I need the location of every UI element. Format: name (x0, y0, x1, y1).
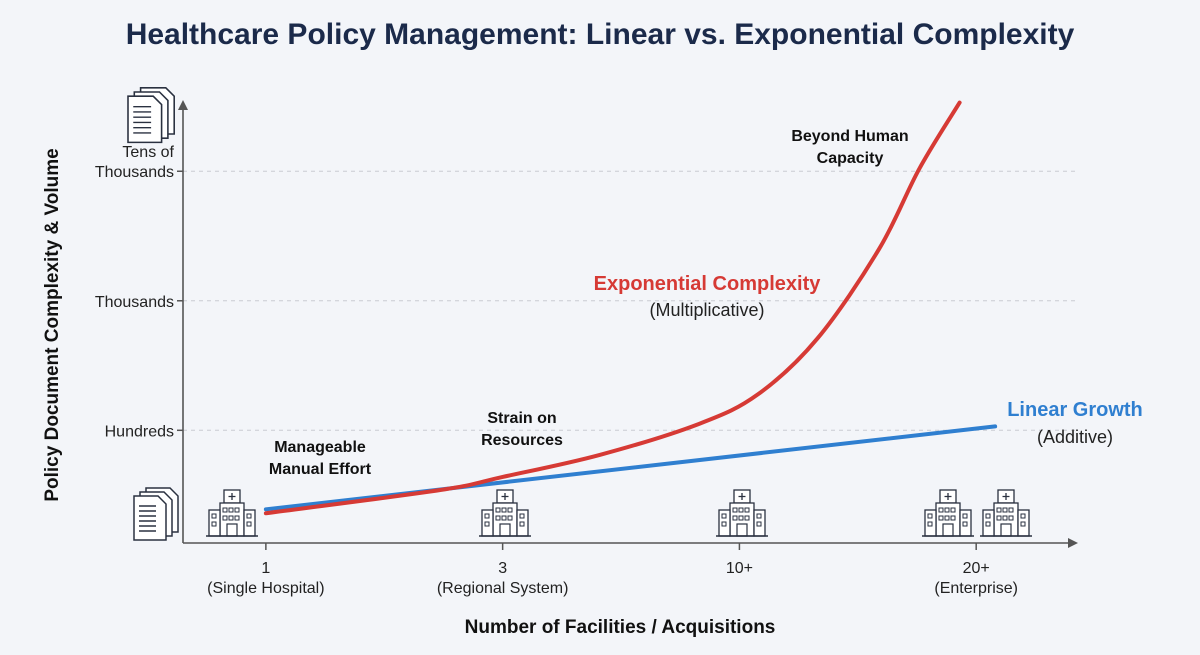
hospital-window (495, 515, 501, 521)
document-sheet (127, 95, 163, 144)
hospital-window (1020, 513, 1026, 519)
annotation-beyond-2: Capacity (817, 150, 884, 167)
hospital-window (927, 521, 933, 527)
document-sheet (133, 495, 167, 541)
linear-growth-line (263, 424, 998, 512)
hospital-cross (228, 493, 236, 500)
hospital-window (744, 515, 750, 521)
x-tick-sublabel: (Regional System) (437, 580, 569, 597)
hospital-window (732, 507, 738, 513)
document-stack-icon (127, 87, 175, 144)
x-tick-sublabel: (Enterprise) (934, 580, 1018, 597)
hospital-window (222, 507, 228, 513)
hospital-window (962, 521, 968, 527)
hospital-icon (716, 489, 768, 537)
annotation-manageable-2: Manual Effort (269, 461, 372, 478)
x-tick-label: 3 (498, 560, 507, 577)
hospital-window (950, 515, 956, 521)
hospital-window (996, 515, 1002, 521)
x-tick-label: 10+ (726, 560, 753, 577)
document-stack-icon (133, 487, 179, 541)
hospital-window (495, 507, 501, 513)
hospital-cross (1002, 493, 1010, 500)
x-tick-sublabel: (Single Hospital) (207, 580, 324, 597)
hospital-window (744, 507, 750, 513)
hospital-window (228, 507, 234, 513)
hospital-window (996, 507, 1002, 513)
hospital-window (732, 515, 738, 521)
annotation-strain-2: Resources (481, 432, 563, 449)
hospital-cross (738, 493, 746, 500)
series-label-linear: Linear Growth (1007, 399, 1143, 421)
hospital-window (211, 513, 217, 519)
hospital-window (938, 507, 944, 513)
hospital-window (756, 513, 762, 519)
hospital-window (222, 515, 228, 521)
hospital-window (738, 507, 744, 513)
hospital-window (944, 507, 950, 513)
hospital-window (484, 513, 490, 519)
hospital-window (507, 515, 513, 521)
annotation-beyond-1: Beyond Human (791, 128, 908, 145)
y-axis-arrow-icon (178, 100, 188, 110)
x-axis-arrow-icon (1068, 538, 1078, 548)
hospital-window (1008, 507, 1014, 513)
hospital-cross (501, 493, 509, 500)
hospital-window (501, 507, 507, 513)
hospital-window (721, 513, 727, 519)
hospital-window (234, 507, 240, 513)
hospital-window (927, 513, 933, 519)
hospital-window (211, 521, 217, 527)
hospital-icon (922, 489, 974, 537)
hospital-window (234, 515, 240, 521)
hospital-window (944, 515, 950, 521)
hospital-window (1002, 515, 1008, 521)
hospital-icon (980, 489, 1032, 537)
exponential-complexity-line (263, 100, 962, 516)
hospital-window (721, 521, 727, 527)
x-axis-label: Number of Facilities / Acquisitions (465, 617, 776, 638)
hospital-window (1008, 515, 1014, 521)
hospital-window (228, 515, 234, 521)
annotation-strain-1: Strain on (487, 410, 556, 427)
hospital-window (962, 513, 968, 519)
hospital-window (938, 515, 944, 521)
hospital-window (738, 515, 744, 521)
hospital-window (756, 521, 762, 527)
hospital-window (985, 513, 991, 519)
hospital-window (484, 521, 490, 527)
hospital-icon (206, 489, 258, 537)
annotation-manageable-1: Manageable (274, 439, 366, 456)
hospital-window (519, 513, 525, 519)
hospital-window (985, 521, 991, 527)
hospital-window (501, 515, 507, 521)
hospital-icon (479, 489, 531, 537)
hospital-window (507, 507, 513, 513)
hospital-window (1020, 521, 1026, 527)
hospital-cross (944, 493, 952, 500)
y-tick-label: Tens of (122, 144, 174, 161)
hospital-window (1002, 507, 1008, 513)
hospital-window (246, 521, 252, 527)
hospital-window (950, 507, 956, 513)
series-label-exponential: Exponential Complexity (594, 273, 822, 295)
x-tick-label: 20+ (963, 560, 990, 577)
hospital-window (519, 521, 525, 527)
y-tick-label: Thousands (95, 164, 174, 181)
x-tick-label: 1 (261, 560, 270, 577)
series-note-linear: (Additive) (1037, 427, 1113, 447)
series-note-exponential: (Multiplicative) (649, 300, 764, 320)
chart-title: Healthcare Policy Management: Linear vs.… (126, 18, 1075, 51)
y-tick-label: Hundreds (105, 423, 174, 440)
y-axis-label: Policy Document Complexity & Volume (42, 148, 63, 501)
hospital-window (246, 513, 252, 519)
y-tick-label: Thousands (95, 294, 174, 311)
